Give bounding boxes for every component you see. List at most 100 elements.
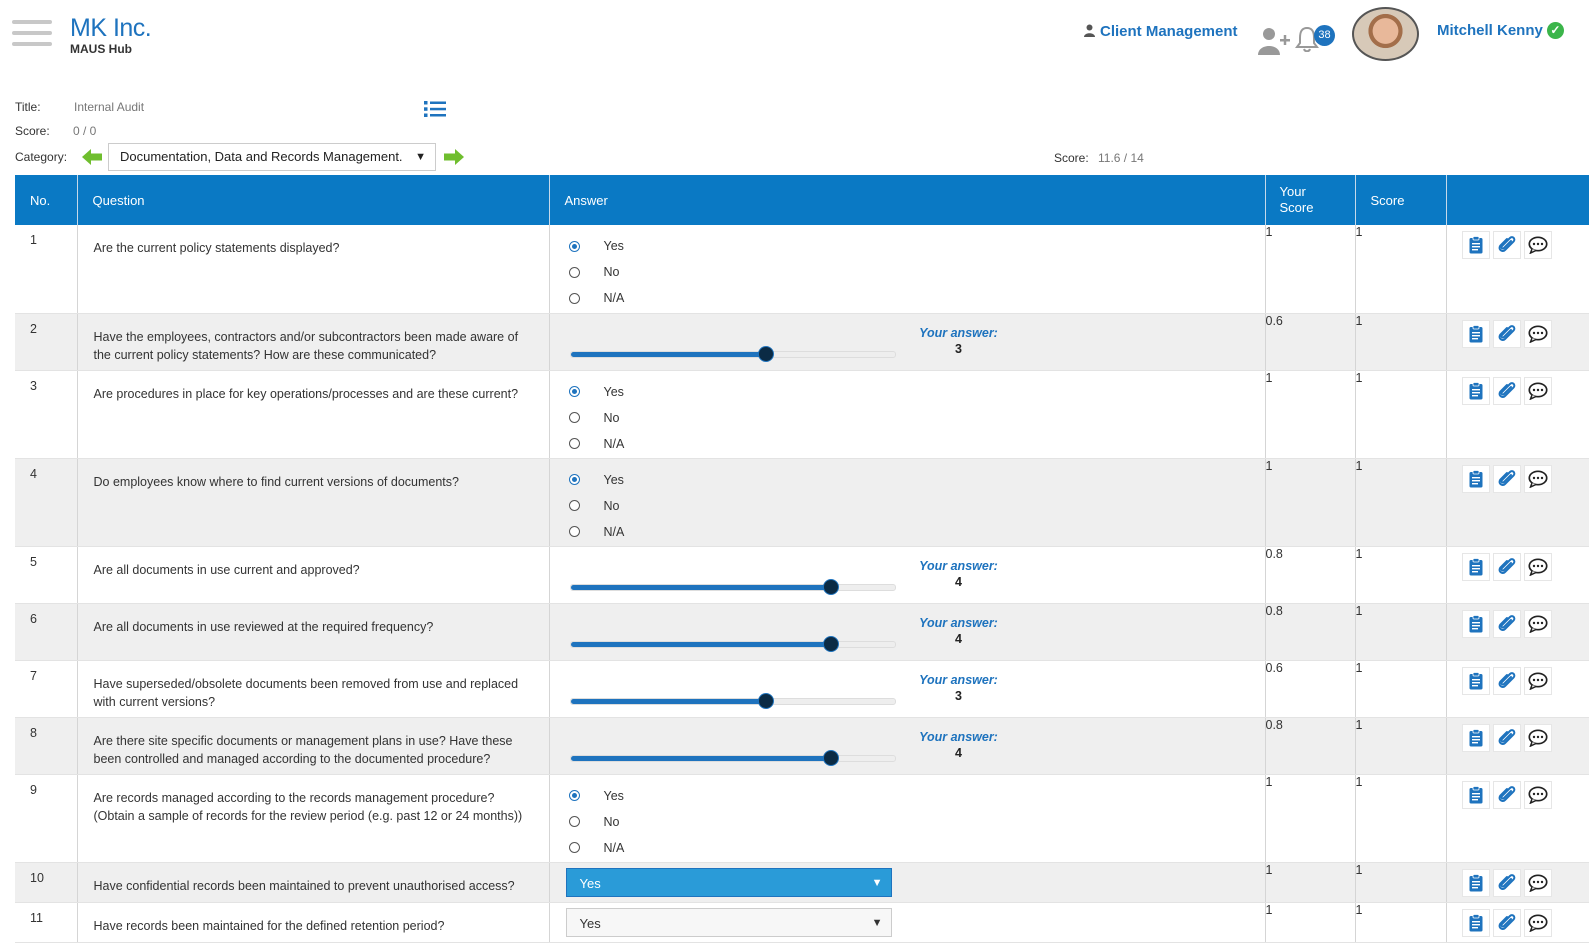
answer-dropdown-value: Yes — [579, 875, 601, 891]
brand-logo[interactable]: MK Inc. MAUS Hub — [70, 14, 152, 56]
comment-icon[interactable] — [1523, 376, 1552, 405]
row-actions — [1461, 609, 1552, 638]
list-icon[interactable] — [424, 100, 446, 118]
paperclip-icon[interactable] — [1492, 552, 1521, 581]
radio-option[interactable]: N/A — [568, 431, 1265, 457]
add-user-icon[interactable] — [1258, 27, 1290, 55]
paperclip-icon[interactable] — [1492, 868, 1521, 897]
answer-cell: Yes No N/A — [549, 458, 1266, 547]
radio-option[interactable]: Yes — [568, 233, 1265, 259]
slider-handle[interactable] — [822, 635, 839, 652]
comment-icon[interactable] — [1523, 780, 1552, 809]
clipboard-icon[interactable] — [1461, 780, 1490, 809]
paperclip-icon[interactable] — [1492, 609, 1521, 638]
arrow-left-icon[interactable] — [82, 149, 102, 165]
arrow-right-icon[interactable] — [444, 149, 464, 165]
clipboard-icon[interactable] — [1461, 231, 1490, 259]
clipboard-icon[interactable] — [1461, 908, 1490, 937]
menu-icon[interactable] — [12, 20, 52, 48]
table-header-row: No. Question Answer Your Score Score — [15, 175, 1589, 225]
clipboard-icon[interactable] — [1461, 464, 1490, 493]
slider-track[interactable] — [569, 345, 896, 362]
slider-track[interactable] — [569, 635, 896, 652]
radio-button[interactable] — [568, 240, 580, 252]
radio-button[interactable] — [568, 500, 580, 511]
paperclip-icon[interactable] — [1492, 464, 1521, 493]
bell-icon[interactable] — [1295, 26, 1319, 52]
radio-option[interactable]: N/A — [568, 835, 1265, 861]
radio-option[interactable]: No — [568, 259, 1265, 285]
clipboard-icon[interactable] — [1461, 868, 1490, 897]
category-score-value: 11.6 / 14 — [1098, 151, 1144, 165]
header-answer: Answer — [549, 175, 1266, 225]
slider-handle[interactable] — [757, 345, 774, 362]
answer-dropdown[interactable]: Yes ▼ — [565, 907, 892, 937]
paperclip-icon[interactable] — [1492, 376, 1521, 405]
paperclip-icon[interactable] — [1492, 319, 1521, 348]
row-number: 5 — [15, 546, 78, 604]
paperclip-icon[interactable] — [1492, 231, 1521, 259]
row-actions — [1461, 464, 1552, 493]
slider-track[interactable] — [569, 578, 896, 595]
caret-down-icon: ▼ — [415, 151, 426, 163]
radio-button[interactable] — [568, 412, 580, 423]
radio-option[interactable]: Yes — [568, 783, 1265, 809]
comment-icon[interactable] — [1523, 868, 1552, 897]
radio-button[interactable] — [568, 474, 580, 485]
radio-button[interactable] — [568, 386, 580, 397]
clipboard-icon[interactable] — [1461, 723, 1490, 752]
comment-icon[interactable] — [1523, 464, 1552, 493]
radio-option[interactable]: N/A — [568, 285, 1265, 311]
radio-button[interactable] — [568, 842, 580, 853]
comment-icon[interactable] — [1523, 552, 1552, 581]
actions-cell — [1446, 862, 1589, 903]
radio-option[interactable]: Yes — [568, 467, 1265, 493]
clipboard-icon[interactable] — [1461, 319, 1490, 348]
radio-option[interactable]: Yes — [568, 379, 1265, 405]
paperclip-icon[interactable] — [1492, 908, 1521, 937]
clipboard-icon[interactable] — [1461, 376, 1490, 405]
radio-button[interactable] — [568, 790, 580, 801]
answer-cell: Yes ▼ — [549, 902, 1266, 943]
radio-option[interactable]: No — [568, 405, 1265, 431]
radio-button[interactable] — [568, 526, 580, 537]
answer-dropdown[interactable]: Yes ▼ — [565, 867, 892, 897]
answer-cell: Your answer: 3 — [549, 313, 1266, 371]
your-score: 1 — [1265, 902, 1356, 943]
paperclip-icon[interactable] — [1492, 666, 1521, 695]
category-select[interactable]: Documentation, Data and Records Manageme… — [108, 143, 436, 171]
slider-track[interactable] — [569, 692, 896, 709]
row-actions — [1461, 552, 1552, 581]
slider-track[interactable] — [569, 749, 896, 766]
clipboard-icon[interactable] — [1461, 552, 1490, 581]
radio-option[interactable]: N/A — [568, 519, 1265, 545]
radio-button[interactable] — [568, 266, 580, 278]
avatar[interactable] — [1352, 7, 1419, 61]
clipboard-icon[interactable] — [1461, 666, 1490, 695]
slider-handle[interactable] — [822, 749, 839, 766]
answer-cell: Yes No N/A — [549, 774, 1266, 863]
table-row: 3 Are procedures in place for key operati… — [15, 370, 1589, 459]
actions-cell — [1446, 225, 1589, 314]
comment-icon[interactable] — [1523, 319, 1552, 348]
radio-button[interactable] — [568, 816, 580, 827]
slider-handle[interactable] — [757, 692, 774, 709]
comment-icon[interactable] — [1523, 609, 1552, 638]
radio-option[interactable]: No — [568, 809, 1265, 835]
radio-button[interactable] — [568, 438, 580, 449]
comment-icon[interactable] — [1523, 908, 1552, 937]
paperclip-icon[interactable] — [1492, 780, 1521, 809]
clipboard-icon[interactable] — [1461, 609, 1490, 638]
header-actions — [1446, 175, 1589, 225]
client-management-link[interactable]: Client Management — [1084, 23, 1238, 40]
radio-option[interactable]: No — [568, 493, 1265, 519]
comment-icon[interactable] — [1523, 666, 1552, 695]
slider-handle[interactable] — [822, 578, 839, 595]
paperclip-icon[interactable] — [1492, 723, 1521, 752]
title-value: Internal Audit — [74, 100, 145, 114]
comment-icon[interactable] — [1523, 231, 1552, 259]
radio-label: Yes — [603, 384, 624, 399]
radio-button[interactable] — [568, 292, 580, 304]
comment-icon[interactable] — [1523, 723, 1552, 752]
user-name[interactable]: Mitchell Kenny ✓ — [1437, 22, 1564, 39]
